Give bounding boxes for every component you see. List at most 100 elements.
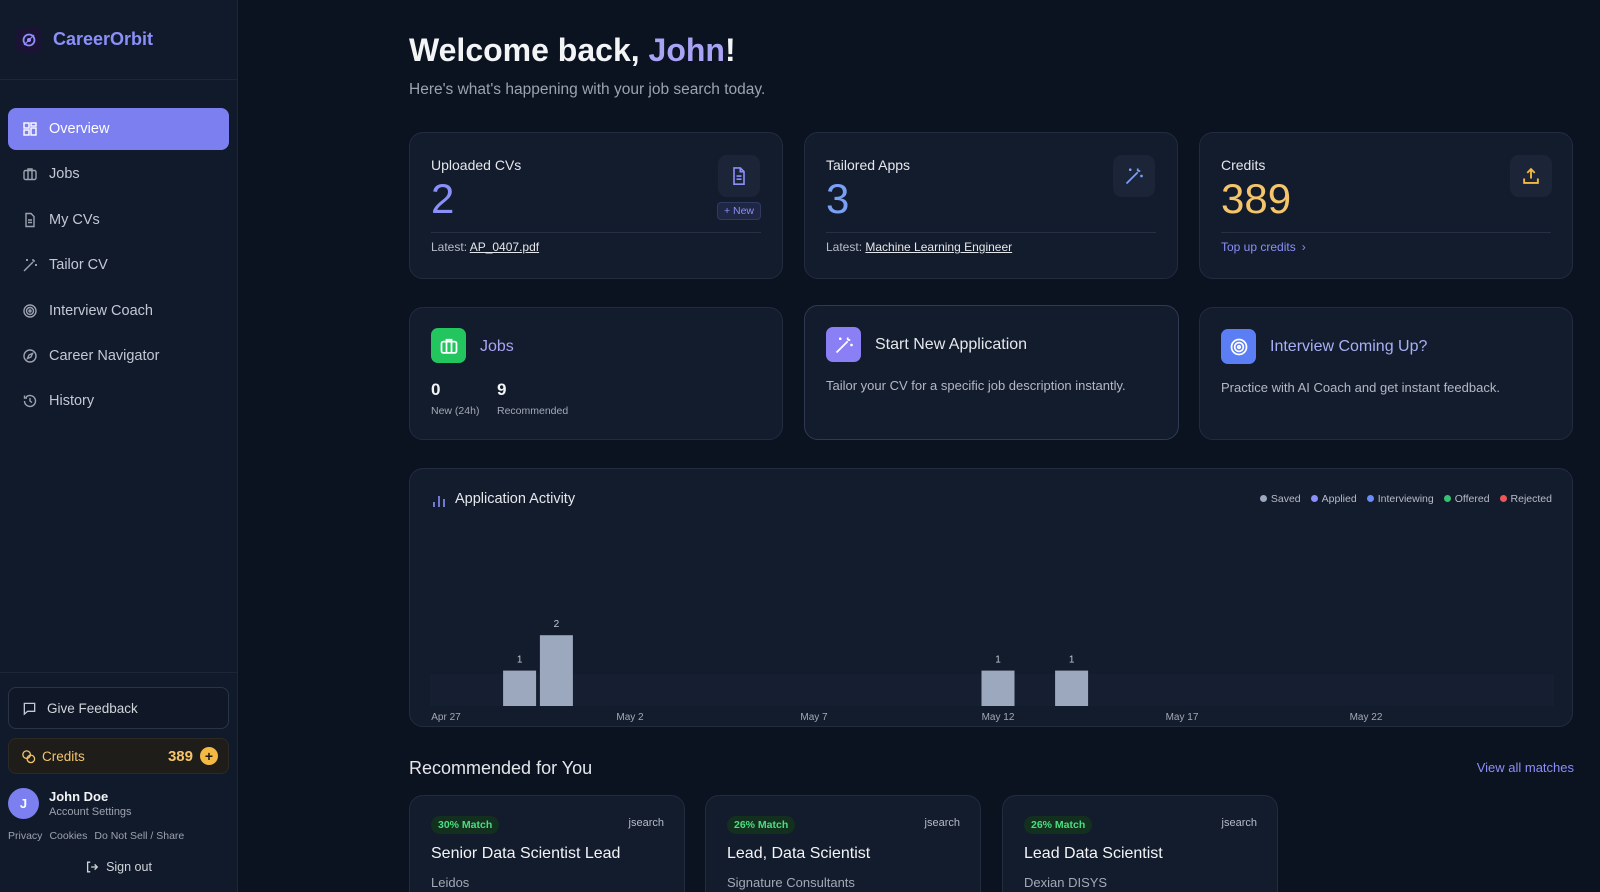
activity-bar[interactable] <box>539 635 573 706</box>
welcome-prefix: Welcome back, <box>409 32 649 68</box>
uploaded-cvs-card[interactable]: Uploaded CVs 2 + New Latest: AP_0407.pdf <box>409 132 783 279</box>
legend-dot <box>1366 495 1374 502</box>
brand[interactable]: CareerOrbit <box>0 0 237 80</box>
add-credits-button[interactable]: + <box>200 747 218 765</box>
latest-app-link[interactable]: Machine Learning Engineer <box>865 240 1013 254</box>
compass-icon <box>22 348 38 364</box>
legend-label: Offered <box>1454 493 1490 505</box>
bar-value-label: 2 <box>554 619 560 630</box>
do-not-sell-link[interactable]: Do Not Sell / Share <box>94 830 185 842</box>
brand-name: CareerOrbit <box>53 29 154 49</box>
top-up-credits-link[interactable]: Top up credits › <box>1221 240 1306 254</box>
top-up-label: Top up credits <box>1221 240 1296 254</box>
main-content: Welcome back, John! Here's what's happen… <box>409 0 1574 892</box>
credits-box[interactable]: Credits 389 + <box>8 738 229 774</box>
job-title: Lead, Data Scientist <box>727 845 871 862</box>
job-company: Dexian DISYS <box>1024 875 1108 890</box>
credits-card-value: 389 <box>1221 175 1292 222</box>
sidebar-item-my-cvs[interactable]: My CVs <box>8 199 229 241</box>
credits-card[interactable]: Credits 389 Top up credits › <box>1199 132 1573 279</box>
x-tick-label: May 7 <box>800 712 828 723</box>
latest-cv: Latest: AP_0407.pdf <box>431 240 539 254</box>
grid-icon <box>22 121 38 137</box>
bar-chart-icon <box>431 493 447 509</box>
latest-prefix: Latest: <box>431 240 470 254</box>
briefcase-icon <box>22 166 38 182</box>
latest-prefix: Latest: <box>826 240 866 254</box>
tailored-apps-card[interactable]: Tailored Apps 3 Latest: Machine Learning… <box>804 132 1178 279</box>
legend-dot <box>1310 495 1318 502</box>
job-card[interactable]: 26% Match jsearch Lead Data Scientist De… <box>1002 795 1278 892</box>
match-badge: 26% Match <box>727 816 796 834</box>
job-source: jsearch <box>1221 817 1257 829</box>
sidebar-item-jobs[interactable]: Jobs <box>8 153 229 195</box>
sidebar-item-label: My CVs <box>49 211 100 228</box>
legend-label: Saved <box>1270 493 1301 505</box>
new-jobs-value: 0 <box>431 380 441 399</box>
activity-chart: Apr 27 May 2 May 7 May 12 May 17 May 22 1 2 1 1 <box>430 619 1554 723</box>
interview-card[interactable]: Interview Coming Up? Practice with AI Co… <box>1199 307 1573 440</box>
activity-bar[interactable] <box>503 670 537 706</box>
sidebar-item-label: History <box>49 393 95 410</box>
job-card[interactable]: 26% Match jsearch Lead, Data Scientist S… <box>705 795 981 892</box>
sidebar-item-interview-coach[interactable]: Interview Coach <box>8 290 229 332</box>
legend-offered[interactable]: Offered <box>1443 493 1490 505</box>
sign-out-button[interactable]: Sign out <box>8 860 229 874</box>
sidebar-item-history[interactable]: History <box>8 380 229 422</box>
new-cv-button[interactable]: + New <box>716 202 761 220</box>
user-account[interactable]: J John Doe Account Settings <box>8 788 229 819</box>
document-icon <box>22 212 38 228</box>
user-name: John Doe <box>49 789 109 804</box>
recommended-title: Recommended for You <box>409 758 593 778</box>
sidebar-item-career-navigator[interactable]: Career Navigator <box>8 335 229 377</box>
give-feedback-button[interactable]: Give Feedback <box>8 687 229 729</box>
chart-legend: Saved Applied Interviewing Offered Rejec… <box>1259 493 1552 505</box>
uploaded-cvs-value: 2 <box>431 175 455 222</box>
start-application-card[interactable]: Start New Application Tailor your CV for… <box>804 305 1179 440</box>
legend-saved[interactable]: Saved <box>1259 493 1301 505</box>
jobs-card[interactable]: Jobs 0 New (24h) 9 Recommended <box>409 307 783 440</box>
x-tick-label: May 17 <box>1166 712 1199 723</box>
sidebar-item-label: Tailor CV <box>49 257 108 274</box>
account-settings-link[interactable]: Account Settings <box>49 806 132 818</box>
sidebar-item-label: Career Navigator <box>49 347 160 364</box>
coins-icon <box>21 749 36 764</box>
recommended-jobs-label: Recommended <box>497 405 569 417</box>
logout-icon <box>85 860 106 874</box>
page-subtitle: Here's what's happening with your job se… <box>409 81 766 98</box>
document-icon <box>718 155 760 197</box>
divider <box>826 232 1156 233</box>
job-title: Lead Data Scientist <box>1024 845 1163 862</box>
orbit-logo-icon <box>16 26 42 53</box>
activity-bar[interactable] <box>981 670 1015 706</box>
sidebar-item-label: Interview Coach <box>49 302 153 319</box>
sidebar-item-tailor-cv[interactable]: Tailor CV <box>8 244 229 286</box>
new-jobs-label: New (24h) <box>431 405 480 417</box>
bar-value-label: 1 <box>1069 655 1075 666</box>
view-all-matches-link[interactable]: View all matches <box>1476 760 1574 775</box>
legend-rejected[interactable]: Rejected <box>1499 493 1552 505</box>
cookies-link[interactable]: Cookies <box>49 830 88 842</box>
credits-value: 389 <box>167 747 193 765</box>
match-badge: 26% Match <box>1024 816 1093 834</box>
job-company: Signature Consultants <box>727 875 855 890</box>
target-icon <box>22 303 38 319</box>
match-badge: 30% Match <box>431 816 500 834</box>
legend-interviewing[interactable]: Interviewing <box>1366 493 1434 505</box>
privacy-link[interactable]: Privacy <box>8 830 43 842</box>
credits-title: Credits <box>1221 157 1266 173</box>
legend-dot <box>1499 495 1507 502</box>
message-icon <box>22 701 37 716</box>
sidebar-item-overview[interactable]: Overview <box>8 108 229 150</box>
job-card[interactable]: 30% Match jsearch Senior Data Scientist … <box>409 795 685 892</box>
history-icon <box>22 393 38 409</box>
activity-bar[interactable] <box>1055 670 1089 706</box>
x-tick-label: Apr 27 <box>431 712 461 723</box>
legend-applied[interactable]: Applied <box>1310 493 1357 505</box>
latest-cv-link[interactable]: AP_0407.pdf <box>469 240 540 254</box>
uploaded-cvs-title: Uploaded CVs <box>431 157 522 173</box>
chevron-right-icon: › <box>1301 240 1306 254</box>
credits-label: Credits <box>42 748 85 764</box>
wand-icon <box>1113 155 1155 197</box>
recommended-jobs-value: 9 <box>497 380 507 399</box>
